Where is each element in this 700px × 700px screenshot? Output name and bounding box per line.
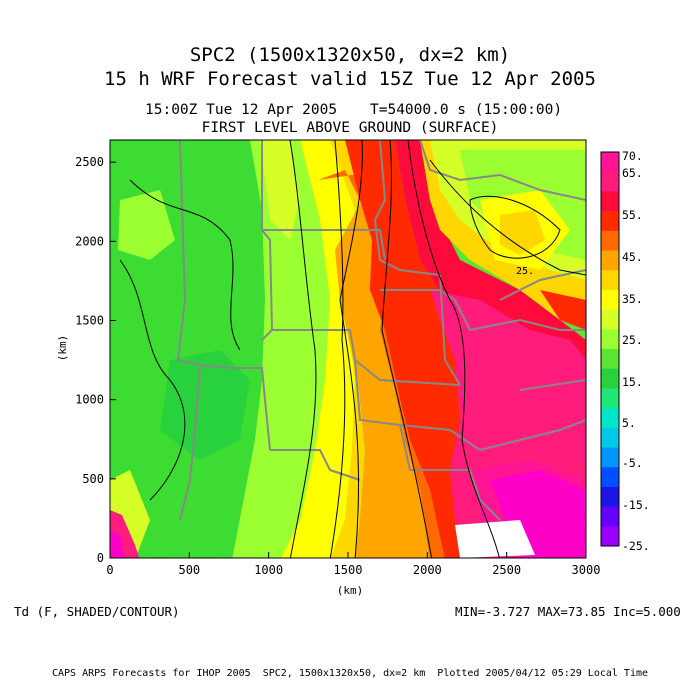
color-scale-swatch bbox=[601, 427, 619, 448]
color-scale-swatch bbox=[601, 309, 619, 330]
color-scale-swatch bbox=[601, 388, 619, 409]
color-scale-label: 15. bbox=[622, 375, 643, 389]
color-scale-label: 5. bbox=[622, 416, 636, 430]
x-axis-label: (km) bbox=[337, 584, 364, 597]
color-scale-bar bbox=[600, 151, 620, 547]
color-scale-swatch bbox=[601, 211, 619, 232]
dewpoint-field bbox=[110, 140, 586, 558]
y-tick-label: 500 bbox=[82, 472, 104, 486]
y-tick-label: 1000 bbox=[75, 393, 104, 407]
color-scale-label: 25. bbox=[622, 333, 643, 347]
color-scale-frame bbox=[600, 151, 620, 547]
field-statistics: MIN=-3.727 MAX=73.85 Inc=5.000 bbox=[455, 604, 681, 619]
color-scale-swatch bbox=[601, 408, 619, 429]
valid-time-label: 15:00Z Tue 12 Apr 2005 bbox=[145, 102, 338, 118]
credits-footer: CAPS ARPS Forecasts for IHOP 2005 SPC2, … bbox=[51, 668, 649, 679]
color-scale-swatch bbox=[601, 270, 619, 291]
x-tick-label: 1000 bbox=[254, 563, 283, 577]
x-tick-label: 2500 bbox=[492, 563, 521, 577]
color-scale-label: -25. bbox=[622, 539, 650, 553]
contour-label: 25. bbox=[516, 266, 534, 277]
x-tick-label: 1500 bbox=[334, 563, 363, 577]
x-axis: 0 500 1000 1500 2000 2500 3000 bbox=[106, 552, 600, 577]
color-scale-swatch bbox=[601, 250, 619, 271]
x-tick-label: 3000 bbox=[572, 563, 601, 577]
state-boundaries bbox=[176, 140, 586, 521]
color-scale-swatch bbox=[601, 368, 619, 389]
contour-lines bbox=[119, 140, 586, 558]
x-tick-label: 2000 bbox=[413, 563, 442, 577]
y-tick-label: 0 bbox=[97, 551, 104, 565]
dewpoint-map-figure: 0 500 1000 1500 2000 2500 3000 0 500 1000 1500 200… bbox=[56, 139, 650, 597]
forecast-title: 15 h WRF Forecast valid 15Z Tue 12 Apr 2… bbox=[104, 68, 596, 90]
y-axis: 0 500 1000 1500 2000 2500 bbox=[75, 155, 116, 565]
x-tick-label: 0 bbox=[106, 563, 113, 577]
plot-title: SPC2 (1500x1320x50, dx=2 km) bbox=[189, 44, 511, 66]
y-tick-label: 2500 bbox=[75, 155, 104, 169]
y-tick-label: 1500 bbox=[75, 314, 104, 328]
color-scale-swatch bbox=[601, 329, 619, 350]
color-scale-swatch bbox=[601, 486, 619, 508]
model-seconds-label: T=54000.0 s (15:00:00) bbox=[370, 102, 563, 118]
variable-label: Td (F, SHADED/CONTOUR) bbox=[14, 604, 180, 619]
color-scale-swatch bbox=[601, 152, 619, 173]
color-scale-label: -15. bbox=[622, 498, 650, 512]
color-scale-swatch bbox=[601, 230, 619, 251]
color-scale-label: 45. bbox=[622, 250, 643, 264]
color-scale-label: 65. bbox=[622, 166, 643, 180]
level-label: FIRST LEVEL ABOVE GROUND (SURFACE) bbox=[201, 120, 499, 136]
color-scale-swatch bbox=[601, 289, 619, 311]
color-scale-labels: 70. 65. 55. 45. 35. 25. 15. 5. -5. -15. -25. bbox=[622, 149, 650, 553]
color-scale-swatch bbox=[601, 349, 619, 370]
color-scale-label: -5. bbox=[622, 456, 643, 470]
color-scale-label: 35. bbox=[622, 292, 643, 306]
y-axis-label: (km) bbox=[56, 335, 69, 362]
color-scale-swatch bbox=[601, 447, 619, 468]
color-scale-swatch bbox=[601, 191, 619, 212]
color-scale-swatch bbox=[601, 506, 619, 527]
x-tick-label: 500 bbox=[178, 563, 200, 577]
color-scale-label: 55. bbox=[622, 208, 643, 222]
color-scale-swatch bbox=[601, 526, 619, 547]
color-scale-swatch bbox=[601, 467, 619, 488]
y-tick-label: 2000 bbox=[75, 234, 104, 248]
color-scale-label: 70. bbox=[622, 149, 643, 163]
color-scale-swatch bbox=[601, 171, 619, 192]
